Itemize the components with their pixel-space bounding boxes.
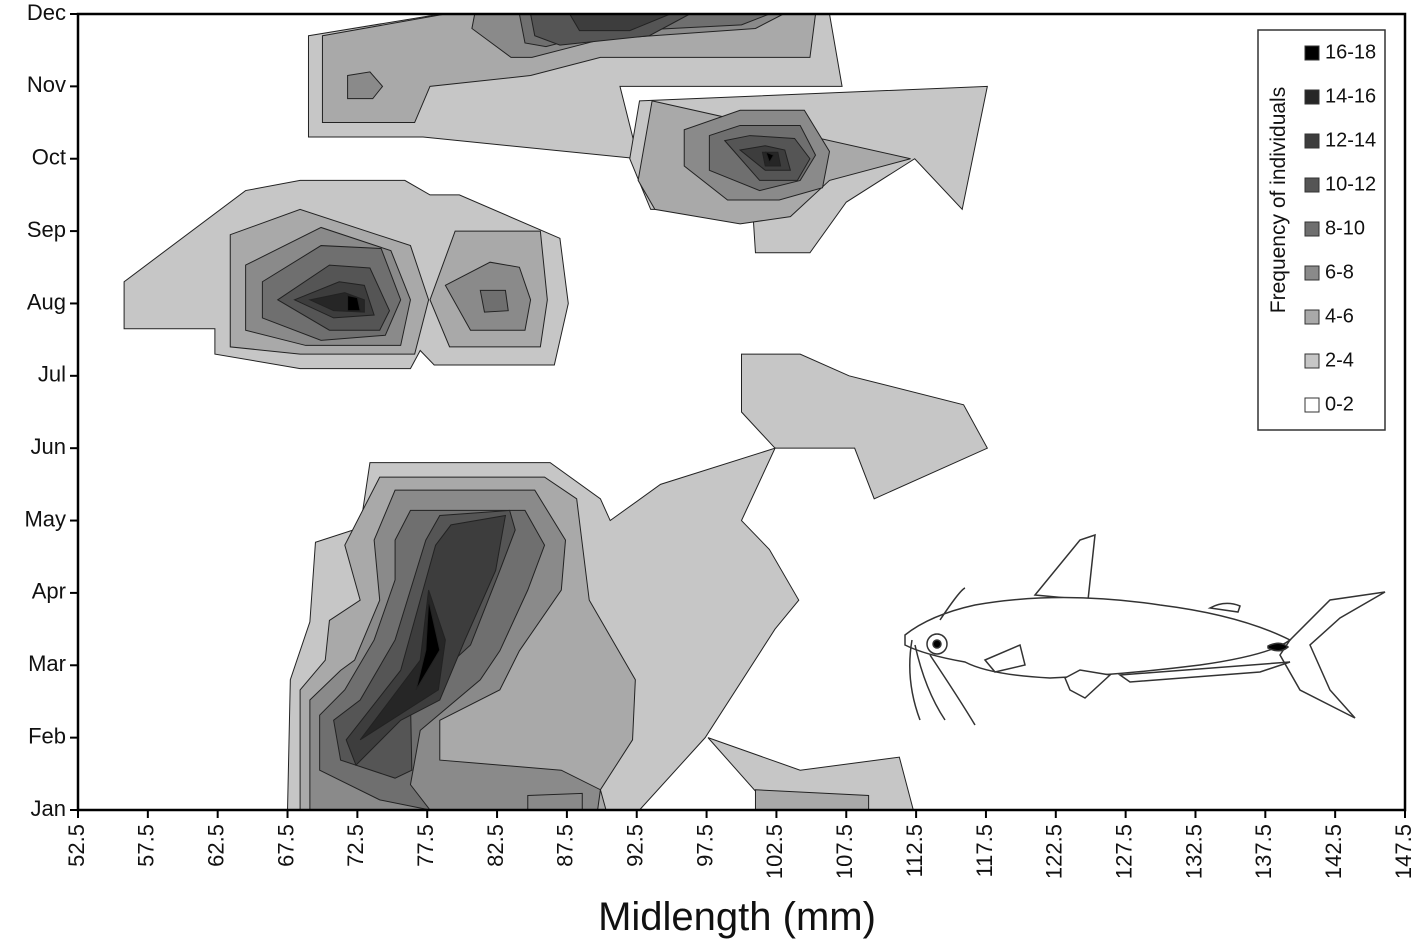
y-tick-label: May [24,506,66,531]
y-tick-label: Mar [28,651,66,676]
legend-swatch [1304,309,1320,325]
caudal-spot [1267,642,1290,652]
x-tick-label: 82.5 [483,824,508,867]
tail-fin [1279,591,1386,719]
x-tick-label: 112.5 [902,824,927,877]
legend-label: 16-18 [1325,41,1376,63]
x-tick-label: 92.5 [623,824,648,867]
x-tick-label: 122.5 [1042,824,1067,879]
legend: Frequency of individuals 0-2 2-4 4-6 6-8 8-1… [1257,29,1386,431]
legend-swatch [1304,353,1320,369]
contour-region [765,151,775,164]
legend-label: 4-6 [1325,305,1354,327]
y-tick-label: Dec [27,0,66,25]
legend-label: 0-2 [1325,393,1354,415]
legend-swatch [1304,177,1320,193]
x-tick-label: 57.5 [134,824,159,867]
x-tick-label: 107.5 [832,824,857,879]
y-tick-label: Nov [27,72,66,97]
pupil [932,639,942,649]
legend-swatch [1304,89,1320,105]
x-tick-label: 137.5 [1251,824,1276,879]
plot-area [123,13,989,811]
x-tick-label: 67.5 [273,824,298,867]
barbels [909,587,976,726]
y-tick-label: Jul [38,362,66,387]
y-tick-label: Jan [31,796,66,821]
x-tick-label: 77.5 [413,824,438,867]
contour-region [415,600,441,691]
x-tick-label: 97.5 [692,824,717,867]
y-tick-label: Apr [32,579,66,604]
y-tick-label: Sep [27,217,66,242]
plot-frame [76,12,1407,812]
x-tick-label: 62.5 [203,824,228,867]
legend-title: Frequency of individuals [1267,87,1290,313]
legend-swatch [1304,265,1320,281]
adipose-fin [1207,602,1241,613]
legend-label: 14-16 [1325,85,1376,107]
x-tick-label: 142.5 [1321,824,1346,879]
legend-swatch [1304,45,1320,61]
legend-swatch [1304,397,1320,413]
legend-swatch [1304,133,1320,149]
dorsal-fin [1033,533,1096,601]
y-tick-label: Aug [27,289,66,314]
legend-box [1257,29,1386,431]
x-tick-label: 132.5 [1181,824,1206,879]
y-tick-label: Jun [31,434,66,459]
x-axis-label: Midlength (mm) [598,895,876,939]
pectoral-fin [983,643,1026,673]
x-tick-label: 87.5 [553,824,578,867]
legend-label: 2-4 [1325,349,1354,371]
x-tick-label: 127.5 [1111,824,1136,879]
x-tick-label: 147.5 [1391,824,1416,879]
x-tick-label: 117.5 [972,824,997,877]
contour-region [479,289,509,313]
pelvic-fin [1064,669,1112,699]
legend-label: 10-12 [1325,173,1376,195]
contour-region [527,792,583,811]
x-tick-label: 102.5 [762,824,787,879]
contour-region [741,353,989,500]
legend-label: 6-8 [1325,261,1354,283]
x-tick-label: 52.5 [64,824,89,867]
contour-region [347,71,384,100]
y-tick-label: Oct [32,145,66,170]
anal-fin [1117,661,1291,683]
x-tick-label: 72.5 [343,824,368,867]
y-tick-label: Feb [28,723,66,748]
legend-label: 8-10 [1325,217,1365,239]
fish-illustration [904,533,1386,726]
contour-region [347,294,361,312]
legend-label: 12-14 [1325,129,1376,151]
legend-swatch [1304,221,1320,237]
